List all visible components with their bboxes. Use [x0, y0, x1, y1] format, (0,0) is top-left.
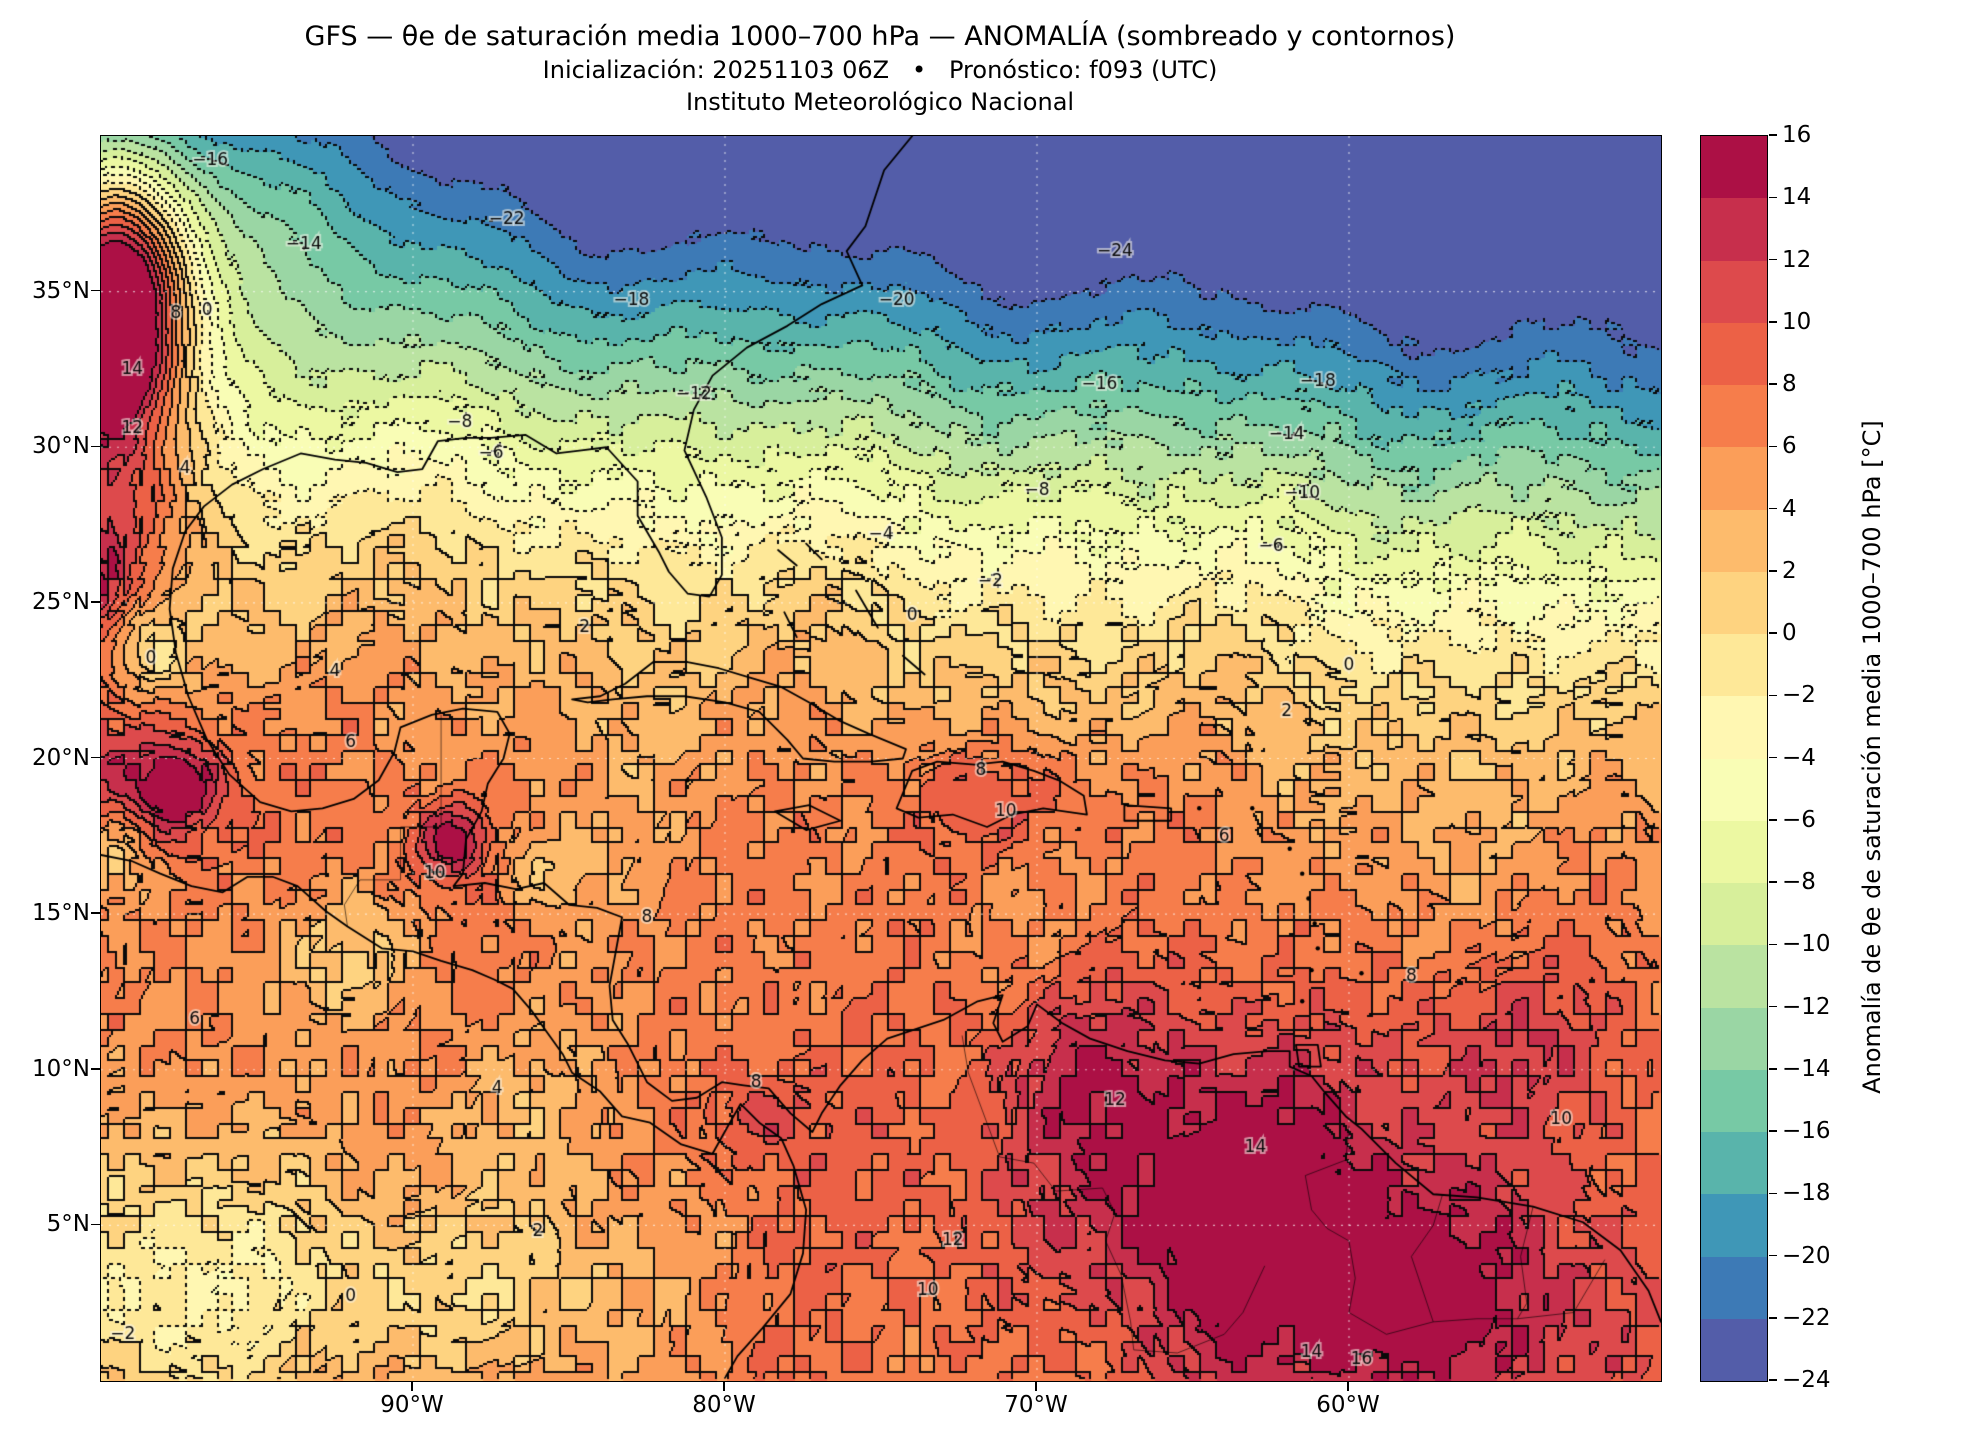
x-tick-mark [1347, 1381, 1349, 1391]
colorbar-tick-mark [1768, 1254, 1777, 1257]
colorbar-tick-mark [1768, 632, 1777, 634]
colorbar-tick-label: 0 [1782, 620, 1797, 646]
y-tick-label: 5°N [46, 1211, 90, 1238]
colorbar-tick-label: 16 [1782, 122, 1812, 148]
colorbar-tick-label: 12 [1782, 246, 1812, 273]
x-tick-mark [723, 1381, 725, 1391]
x-tick-label: 60°W [1316, 1392, 1380, 1418]
colorbar-tick-mark [1768, 819, 1777, 821]
x-tick-label: 70°W [1004, 1392, 1068, 1418]
colorbar-tick-label: 8 [1782, 371, 1797, 397]
y-tick-mark [91, 756, 100, 759]
colorbar-tick-mark [1768, 1130, 1777, 1132]
colorbar-tick-label: −14 [1782, 1055, 1831, 1082]
colorbar-tick-mark [1768, 881, 1777, 883]
colorbar-tick-label: 2 [1782, 557, 1797, 584]
colorbar-tick-label: 10 [1782, 308, 1812, 335]
y-tick-label: 10°N [32, 1055, 90, 1082]
y-tick-label: 25°N [32, 588, 90, 615]
colorbar-tick-label: −16 [1782, 1118, 1831, 1144]
map-plot-area [100, 135, 1662, 1382]
colorbar-swatch [1701, 1318, 1767, 1381]
colorbar-tick-label: −18 [1782, 1180, 1831, 1207]
y-tick-label: 35°N [32, 277, 90, 304]
colorbar-tick-mark [1768, 1192, 1777, 1194]
colorbar-swatch [1701, 1007, 1767, 1070]
colorbar-swatch [1701, 758, 1767, 821]
colorbar-swatch [1701, 385, 1767, 448]
y-tick-label: 15°N [32, 900, 90, 927]
colorbar-tick-mark [1768, 321, 1777, 323]
colorbar-tick-label: −10 [1782, 931, 1831, 958]
colorbar-tick-label: −6 [1782, 806, 1816, 833]
y-tick-mark [91, 601, 100, 603]
colorbar-tick-label: −4 [1782, 744, 1816, 771]
x-tick-mark [1035, 1381, 1037, 1391]
colorbar-swatch [1701, 820, 1767, 883]
colorbar-swatch [1701, 883, 1767, 946]
chart-title: GFS — θe de saturación media 1000–700 hP… [304, 21, 1456, 52]
colorbar-tick-label: −8 [1782, 869, 1816, 895]
colorbar-label: Anomalía de θe de saturación media 1000–… [1858, 420, 1886, 1094]
contour-map-canvas [101, 136, 1661, 1381]
colorbar-swatch [1701, 322, 1767, 385]
colorbar-swatch [1701, 696, 1767, 759]
y-tick-label: 30°N [32, 433, 90, 460]
colorbar-tick-mark [1768, 756, 1777, 759]
colorbar-swatches [1701, 136, 1767, 1381]
colorbar-swatch [1701, 634, 1767, 697]
colorbar-tick-label: 4 [1782, 495, 1797, 522]
chart-institution: Instituto Meteorológico Nacional [685, 88, 1075, 116]
colorbar-tick-label: −24 [1782, 1367, 1831, 1393]
x-tick-label: 80°W [692, 1392, 756, 1418]
colorbar-swatch [1701, 1069, 1767, 1132]
y-tick-label: 20°N [32, 744, 90, 771]
colorbar-tick-label: 6 [1782, 433, 1797, 460]
colorbar-tick-mark [1768, 134, 1777, 136]
y-tick-mark [91, 1068, 100, 1070]
colorbar-swatch [1701, 136, 1767, 199]
colorbar-tick-label: 14 [1782, 184, 1812, 211]
colorbar-tick-mark [1768, 1379, 1777, 1381]
colorbar-tick-mark [1768, 1317, 1777, 1319]
colorbar-swatch [1701, 1256, 1767, 1319]
x-tick-mark [411, 1381, 413, 1391]
colorbar [1700, 135, 1768, 1382]
colorbar-tick-mark [1768, 570, 1777, 572]
y-tick-mark [91, 1223, 100, 1226]
colorbar-tick-mark [1768, 1068, 1777, 1070]
colorbar-tick-mark [1768, 196, 1777, 198]
y-tick-mark [91, 912, 100, 914]
colorbar-tick-mark [1768, 694, 1777, 696]
colorbar-tick-mark [1768, 943, 1777, 945]
colorbar-swatch [1701, 509, 1767, 572]
x-tick-label: 90°W [380, 1392, 444, 1418]
colorbar-swatch [1701, 1132, 1767, 1195]
colorbar-tick-mark [1768, 258, 1777, 261]
colorbar-tick-mark [1768, 1005, 1777, 1008]
chart-subtitle: Inicialización: 20251103 06Z • Pronóstic… [542, 56, 1218, 84]
colorbar-tick-label: −2 [1782, 682, 1816, 709]
y-tick-mark [91, 289, 100, 292]
colorbar-swatch [1701, 198, 1767, 261]
colorbar-tick-label: −12 [1782, 993, 1831, 1020]
colorbar-tick-label: −20 [1782, 1242, 1831, 1269]
colorbar-tick-mark [1768, 383, 1777, 385]
title-block: GFS — θe de saturación media 1000–700 hP… [100, 20, 1660, 118]
colorbar-swatch [1701, 1194, 1767, 1257]
colorbar-swatch [1701, 260, 1767, 323]
colorbar-tick-mark [1768, 445, 1777, 447]
colorbar-tick-label: −22 [1782, 1304, 1831, 1331]
colorbar-swatch [1701, 571, 1767, 634]
colorbar-swatch [1701, 447, 1767, 510]
colorbar-swatch [1701, 945, 1767, 1008]
colorbar-tick-mark [1768, 507, 1777, 510]
y-tick-mark [91, 445, 100, 447]
